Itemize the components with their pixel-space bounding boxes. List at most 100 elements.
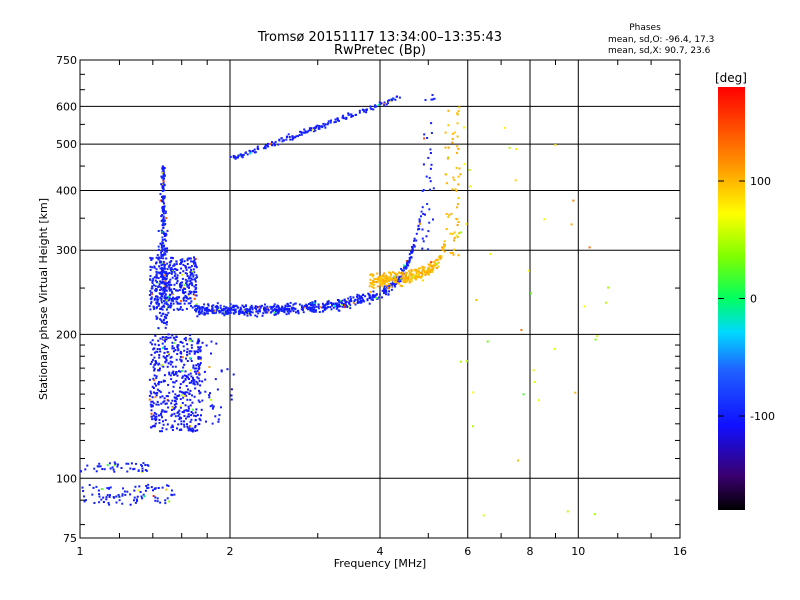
point-f1-spike	[162, 215, 165, 218]
point-f1-low	[170, 304, 173, 307]
point-f1-spike	[160, 253, 163, 256]
point-f2-high-branch	[366, 108, 368, 111]
point-f1-spike	[159, 199, 162, 202]
point-f1-low	[170, 290, 173, 293]
point-f2-o-trace	[418, 227, 421, 230]
point-f1-spike	[160, 255, 163, 257]
point-f2-o-trace	[311, 301, 314, 304]
point-f2-x-trace	[410, 272, 413, 275]
point-f2-high-branch	[321, 126, 324, 129]
point-f1-spike	[157, 327, 160, 330]
point-es-patch	[226, 368, 229, 371]
point-f2-o-trace	[270, 310, 273, 313]
point-f2-high-branch	[341, 116, 344, 119]
point-f1-spike	[165, 277, 168, 280]
point-es-patch	[197, 399, 200, 402]
point-f2-x-trace	[426, 270, 429, 273]
point-e-region-low	[133, 496, 136, 499]
point-f1-low	[158, 265, 161, 268]
point-f1-low	[158, 283, 161, 286]
point-scattered	[469, 185, 472, 188]
point-f2-o-trace	[232, 308, 235, 311]
point-f1-low	[192, 268, 195, 271]
point-es-patch	[187, 413, 190, 416]
point-es-patch	[179, 386, 181, 389]
point-f2-o-trace	[394, 285, 397, 288]
point-es-patch	[198, 373, 201, 376]
point-es-patch	[176, 427, 178, 430]
point-es-patch	[193, 395, 196, 398]
point-es-patch	[152, 414, 155, 417]
point-es-patch	[172, 385, 175, 388]
point-f2-o-trace	[256, 315, 259, 318]
point-es-patch	[189, 389, 192, 392]
point-f2-o-trace	[251, 311, 254, 314]
point-f2-x-trace	[443, 250, 446, 253]
point-f1-spike	[162, 226, 165, 229]
point-f2-o-trace	[273, 305, 276, 308]
point-es-patch	[170, 426, 173, 429]
point-es-patch	[184, 404, 187, 407]
point-f1-spike	[164, 247, 167, 250]
point-es-patch	[197, 351, 199, 354]
point-f2-x-trace	[368, 285, 371, 288]
point-scattered	[503, 126, 506, 129]
point-e-region-low	[168, 500, 171, 503]
point-e-region-low	[118, 495, 121, 498]
point-es-patch	[173, 420, 176, 423]
point-es-patch	[230, 394, 233, 397]
point-f1-low	[194, 262, 197, 265]
point-es-patch	[161, 336, 164, 339]
point-f2-o-trace	[317, 307, 320, 310]
point-f1-low	[193, 297, 196, 300]
point-e-region-low	[98, 493, 101, 496]
point-es-patch	[205, 344, 208, 347]
point-f2-o-trace	[426, 203, 429, 205]
point-es-patch	[173, 342, 175, 344]
point-f1-spike	[157, 230, 160, 232]
point-f2-o-trace	[289, 310, 292, 313]
point-e-region-low	[153, 487, 156, 490]
point-f2-x-trace	[430, 261, 433, 264]
point-es-patch	[160, 402, 163, 405]
point-es-patch	[190, 379, 193, 382]
point-f1-low	[195, 284, 197, 286]
point-f1-low	[193, 271, 196, 274]
point-es-patch	[159, 396, 162, 399]
point-f2-high-branch	[358, 111, 361, 114]
point-scattered	[508, 146, 511, 149]
point-f2-x-trace	[369, 278, 372, 281]
point-f1-low	[157, 285, 160, 288]
point-f1-low	[186, 275, 189, 277]
point-f1-spike	[165, 308, 168, 311]
point-f2-o-trace	[205, 312, 208, 315]
point-f2-high-branch	[380, 102, 383, 105]
point-f2-x-trace	[402, 272, 405, 275]
point-f2-x-trace	[402, 281, 405, 284]
point-f2-o-trace	[267, 308, 270, 311]
point-e-region-low	[102, 496, 105, 499]
point-f1-spike	[162, 170, 165, 173]
point-f2-high-branch	[342, 117, 345, 120]
point-es-patch	[184, 336, 187, 339]
point-f1-spike	[164, 296, 167, 299]
point-f2-o-trace	[211, 305, 213, 308]
point-f1-low	[193, 262, 196, 265]
point-f2-x-trace	[443, 245, 446, 248]
point-es-patch	[187, 427, 190, 430]
point-f1-low	[176, 296, 179, 299]
point-f2-x-trace	[453, 236, 456, 239]
point-es-patch	[179, 428, 182, 431]
point-f2-x-trace	[401, 285, 404, 288]
point-f2-x-trace	[399, 284, 402, 287]
point-es-patch	[175, 379, 178, 382]
point-f2-o-trace	[263, 309, 266, 312]
point-f2-high-branch	[388, 99, 391, 102]
point-f1-low	[167, 265, 170, 268]
x-tick-label: 1	[77, 545, 84, 558]
point-es-patch	[171, 406, 174, 409]
point-es-patch	[187, 388, 189, 391]
point-es-patch	[186, 351, 189, 354]
point-f2-x-trace	[454, 188, 457, 191]
point-e-region	[95, 470, 98, 473]
